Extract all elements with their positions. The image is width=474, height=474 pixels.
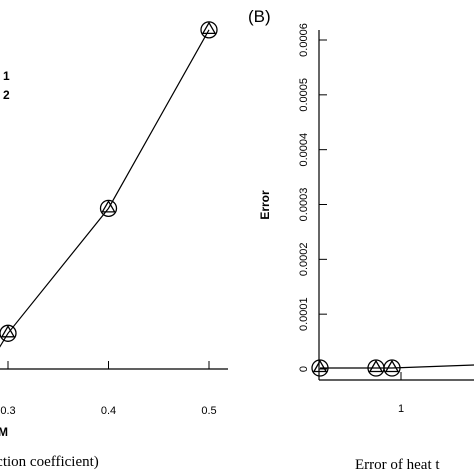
panel-b-series-line bbox=[320, 364, 474, 369]
panel-a-data-point bbox=[0, 324, 17, 342]
panel-a-caption: iction coefficient) bbox=[0, 454, 99, 470]
panel-a-series bbox=[0, 21, 218, 348]
panel-b-y-axis-label: Error bbox=[258, 190, 272, 220]
panel-b-data-point bbox=[311, 359, 329, 377]
panel-a-legend-entry-1: 1 bbox=[3, 69, 10, 83]
panel-b-y-tick-label: 0.0006 bbox=[298, 23, 310, 57]
panel-a-x-tick-label: 0.3 bbox=[0, 405, 15, 417]
panel-a-series-line bbox=[0, 29, 210, 348]
panel-b-y-tick-label: 0 bbox=[298, 366, 310, 372]
panel-b-x-ticks: 1 bbox=[398, 372, 404, 415]
panel-a-x-tick-label: 0.4 bbox=[101, 405, 116, 417]
panel-a: 0.3 0.4 0.5 1 2 M iction coefficient) bbox=[0, 21, 228, 470]
panel-b-y-tick-label: 0.0003 bbox=[298, 188, 310, 222]
panel-b-y-ticks: 0 0.0001 0.0002 0.0003 0.0004 0.0005 0.0006 bbox=[298, 23, 327, 372]
panel-b-y-tick-label: 0.0004 bbox=[298, 133, 310, 167]
panel-b-caption: Error of heat t bbox=[355, 457, 440, 473]
panel-a-x-tick-label: 0.5 bbox=[201, 405, 216, 417]
panel-a-data-point bbox=[200, 21, 218, 39]
panel-b-label: (B) bbox=[248, 7, 271, 26]
panel-b-series bbox=[311, 359, 474, 377]
panel-a-x-ticks: 0.3 0.4 0.5 bbox=[0, 361, 217, 417]
panel-b: (B) 0 0.0001 0.0002 0.0003 0.0004 0.0005 0.000… bbox=[248, 7, 474, 473]
panel-b-y-tick-label: 0.0001 bbox=[298, 297, 310, 331]
panel-a-legend-entry-2: 2 bbox=[3, 88, 10, 102]
panel-b-data-point bbox=[383, 359, 401, 377]
panel-b-y-tick-label: 0.0005 bbox=[298, 78, 310, 112]
panel-b-x-tick-label: 1 bbox=[398, 403, 404, 415]
panel-a-data-point bbox=[99, 199, 118, 218]
panel-a-x-axis-label: M bbox=[0, 425, 8, 439]
panel-b-y-tick-label: 0.0002 bbox=[298, 243, 310, 277]
